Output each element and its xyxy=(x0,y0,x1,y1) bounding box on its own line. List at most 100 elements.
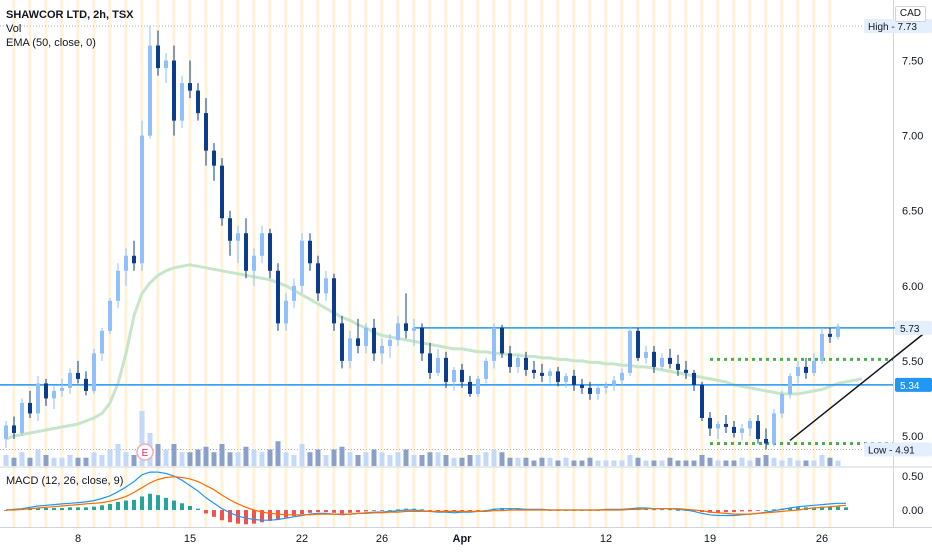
volume-bar xyxy=(347,452,353,466)
macd-histogram-bar xyxy=(316,510,320,513)
candle-body xyxy=(612,380,616,385)
candle xyxy=(684,360,688,379)
candle xyxy=(508,345,512,373)
candle-body xyxy=(436,357,440,373)
volume-bar xyxy=(307,452,313,466)
candle-body xyxy=(748,420,752,429)
volume-bar xyxy=(275,441,281,466)
time-axis[interactable]: 8 15 22 26 Apr 12 19 26 xyxy=(75,533,828,545)
ema-label[interactable]: EMA (50, close, 0) xyxy=(6,37,96,49)
session-band xyxy=(476,0,480,527)
candle xyxy=(356,318,360,354)
volume-bar xyxy=(499,452,505,466)
candles[interactable] xyxy=(4,26,840,450)
time-tick-label: 22 xyxy=(296,533,308,545)
candle-body xyxy=(252,255,256,271)
volume-bar xyxy=(411,455,417,466)
session-band xyxy=(508,0,512,527)
session-band xyxy=(76,0,80,527)
macd-histogram-bar xyxy=(476,510,480,511)
macd-histogram-bar xyxy=(244,510,248,525)
vol-label[interactable]: Vol xyxy=(6,23,22,35)
upper-level-label-box xyxy=(895,320,932,335)
session-band xyxy=(412,0,416,527)
candle-body xyxy=(828,333,832,337)
macd-histogram-bar xyxy=(236,510,240,524)
volume-bar xyxy=(83,457,89,466)
session-band xyxy=(636,0,640,527)
session-band xyxy=(396,0,400,527)
macd-label[interactable]: MACD (12, 26, close, 9) xyxy=(6,475,124,487)
earnings-circle xyxy=(136,443,154,461)
candle xyxy=(364,323,368,354)
candle-body xyxy=(780,393,784,414)
macd-histogram-bar xyxy=(676,510,680,511)
volume-bar xyxy=(315,449,321,466)
candle-body xyxy=(524,357,528,370)
volume-bar xyxy=(723,460,729,466)
macd-histogram-bar xyxy=(76,507,80,511)
upper-level-label: 5.73 xyxy=(895,320,932,335)
volume-bar xyxy=(571,460,577,466)
candle xyxy=(740,423,744,441)
macd-histogram-bar xyxy=(348,510,352,513)
price-tick-label: 6.50 xyxy=(902,206,923,218)
macd-histogram-bar xyxy=(436,510,440,512)
macd-histogram-bar xyxy=(300,510,304,515)
volume-bar xyxy=(115,444,121,466)
session-band xyxy=(780,0,784,527)
currency-badge[interactable]: CAD xyxy=(894,6,926,22)
candle xyxy=(660,353,664,370)
macd-histogram-bar xyxy=(148,493,152,511)
candle xyxy=(372,318,376,361)
candle-body xyxy=(308,240,312,264)
candle-body xyxy=(20,402,24,433)
macd-histogram-bar xyxy=(444,510,448,512)
volume-bar xyxy=(803,460,809,466)
time-tick-label: Apr xyxy=(453,533,473,545)
volume-bar xyxy=(3,455,9,466)
macd-histogram-bar xyxy=(716,510,720,513)
symbol-title[interactable]: SHAWCOR LTD, 2h, TSX xyxy=(6,9,134,21)
session-band xyxy=(668,0,672,527)
candle xyxy=(532,360,536,379)
volume-bar xyxy=(555,460,561,466)
candle xyxy=(628,326,632,376)
volume-bar xyxy=(355,455,361,466)
volume-bar xyxy=(259,452,265,466)
candle xyxy=(788,372,792,399)
macd-histogram-bar xyxy=(708,510,712,513)
candle xyxy=(92,348,96,394)
macd-histogram-bar xyxy=(420,509,424,511)
session-band xyxy=(380,0,384,527)
candle-body xyxy=(484,360,488,379)
candle xyxy=(796,360,800,384)
price-axis[interactable]: 0.50 0.00 7.50 7.00 6.50 6.00 5.50 5.00 xyxy=(902,56,923,517)
candle-body xyxy=(76,372,80,379)
candle xyxy=(436,348,440,376)
macd-histogram-bar xyxy=(268,510,272,521)
candle-body xyxy=(772,413,776,444)
macd-histogram-bar xyxy=(508,508,512,511)
candle xyxy=(236,225,240,264)
candle xyxy=(756,414,760,444)
candle xyxy=(556,366,560,387)
candle-body xyxy=(796,366,800,376)
volume-bar xyxy=(475,455,481,466)
candle xyxy=(220,158,224,226)
macd-histogram-bar xyxy=(220,510,224,521)
macd-histogram-bar xyxy=(284,510,288,518)
trend-arrow[interactable] xyxy=(789,316,932,442)
volume-bar xyxy=(19,452,25,466)
candle xyxy=(732,420,736,438)
candle-body xyxy=(12,425,16,433)
volume-bar xyxy=(755,457,761,466)
macd-histogram-bar xyxy=(172,500,176,511)
candle-body xyxy=(292,285,296,301)
macd-histogram-bar xyxy=(356,510,360,513)
candle-body xyxy=(548,371,552,376)
volume-bar xyxy=(339,446,345,466)
candle xyxy=(292,278,296,309)
candle-body xyxy=(36,383,40,414)
